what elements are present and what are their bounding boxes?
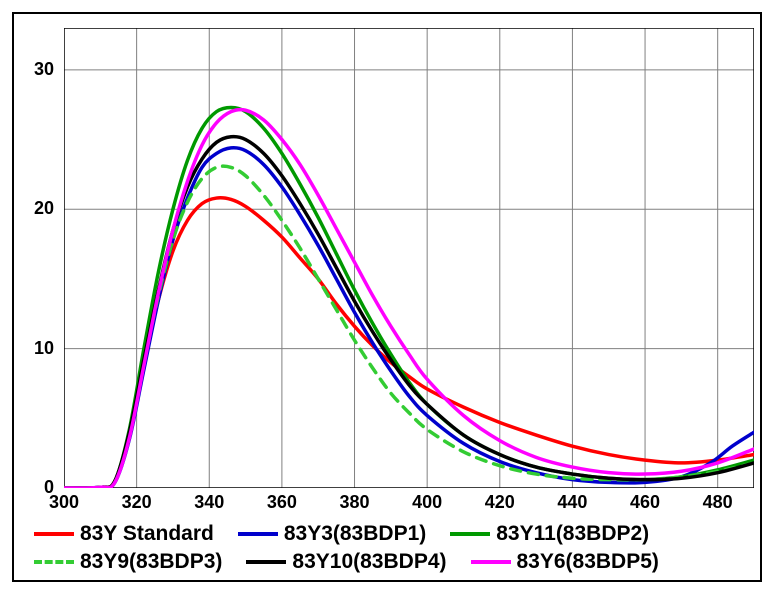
legend-label: 83Y6(83BDP5) <box>517 550 659 574</box>
legend-label: 83Y3(83BDP1) <box>284 522 426 546</box>
series-s4 <box>64 166 754 488</box>
x-tick-label: 360 <box>260 492 304 513</box>
series-s5 <box>64 137 754 488</box>
x-tick-label: 440 <box>550 492 594 513</box>
legend-swatch <box>471 560 511 564</box>
series-s6 <box>64 110 754 488</box>
x-tick-label: 460 <box>623 492 667 513</box>
y-tick-label: 10 <box>14 338 54 359</box>
series-s2 <box>64 148 754 488</box>
x-tick-label: 300 <box>42 492 86 513</box>
legend-item: 83Y11(83BDP2) <box>450 522 649 546</box>
x-tick-label: 380 <box>333 492 377 513</box>
legend-swatch <box>450 532 490 536</box>
legend-label: 83Y Standard <box>80 522 214 546</box>
legend-label: 83Y11(83BDP2) <box>496 522 649 546</box>
legend: 83Y Standard 83Y3(83BDP1) 83Y11(83BDP2) 83Y… <box>34 522 740 574</box>
legend-label: 83Y9(83BDP3) <box>80 550 222 574</box>
legend-item: 83Y Standard <box>34 522 214 546</box>
x-tick-label: 340 <box>187 492 231 513</box>
x-tick-label: 480 <box>696 492 740 513</box>
legend-label: 83Y10(83BDP4) <box>292 550 446 574</box>
chart-container: 0102030 300320340360380400420440460480 8… <box>12 12 762 582</box>
legend-swatch <box>238 532 278 536</box>
x-tick-label: 320 <box>115 492 159 513</box>
y-tick-label: 20 <box>14 198 54 219</box>
legend-swatch <box>246 560 286 564</box>
plot-area <box>64 28 754 488</box>
series-s1 <box>64 198 754 488</box>
legend-item: 83Y10(83BDP4) <box>246 550 446 574</box>
legend-item: 83Y9(83BDP3) <box>34 550 222 574</box>
legend-swatch <box>34 532 74 536</box>
legend-item: 83Y6(83BDP5) <box>471 550 659 574</box>
x-tick-label: 400 <box>405 492 449 513</box>
x-tick-label: 420 <box>478 492 522 513</box>
chart-svg <box>64 28 754 488</box>
legend-swatch <box>34 560 74 564</box>
legend-item: 83Y3(83BDP1) <box>238 522 426 546</box>
y-tick-label: 30 <box>14 59 54 80</box>
series-s3 <box>64 107 754 488</box>
